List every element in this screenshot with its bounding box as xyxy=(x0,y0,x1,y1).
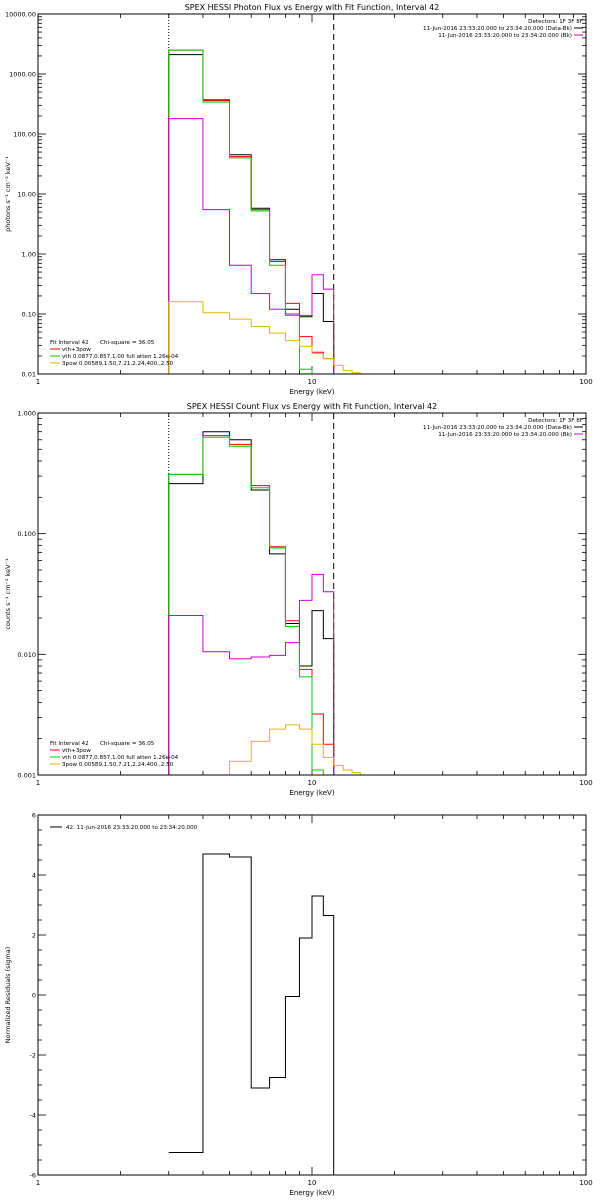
fit-interval-label: Fit Interval 42 xyxy=(50,340,89,346)
x-tick-label: 10 xyxy=(308,378,317,386)
legend-entry-label: 3pow 0.00589,1.50,7.21,2.24,400.,2.50 xyxy=(62,762,174,768)
x-tick-label: 100 xyxy=(579,378,592,386)
y-tick-label: -4 xyxy=(30,1112,36,1120)
legend-entry-label: vth+3pow xyxy=(62,748,91,754)
y-tick-label: 1000.00 xyxy=(9,71,36,79)
y-axis-label: photons s⁻¹ cm⁻² keV⁻¹ xyxy=(4,156,12,232)
chi-square-label: Chi-square = 36.05 xyxy=(100,741,155,747)
x-axis-label: Energy (keV) xyxy=(289,1189,334,1197)
y-tick-label: -2 xyxy=(30,1052,36,1060)
plot-area xyxy=(168,413,361,775)
y-tick-label: 1.00 xyxy=(22,251,36,259)
chart-panel-3: 1 10 100 -6 -4 -2 0 2 4 6 Energy (keV) Normalized R… xyxy=(4,812,593,1198)
chi-square-label: Chi-square = 36.05 xyxy=(100,340,155,346)
plot-frame xyxy=(37,13,587,375)
series-step-line-1 xyxy=(168,853,335,1175)
y-axis-label: counts s⁻¹ cm⁻² keV⁻¹ xyxy=(4,558,12,630)
y-tick-label: 2 xyxy=(32,932,36,940)
x-tick-label: 1 xyxy=(36,378,40,386)
legend-entry-label: 42. 11-Jun-2016 23:33:20.000 to 23:34:20… xyxy=(66,825,198,831)
x-tick-label: 10 xyxy=(308,1179,317,1187)
x-tick-label: 1 xyxy=(36,1179,40,1187)
series-step-line-4 xyxy=(168,573,335,775)
legend-entry-label: 11-Jun-2016 23:33:20.000 to 23:34:20.000… xyxy=(423,26,572,32)
plot-frame xyxy=(37,814,587,1176)
y-tick-label: 10000.00 xyxy=(5,11,36,19)
y-tick-label: 0.100 xyxy=(17,530,36,538)
x-tick-label: 100 xyxy=(579,779,592,787)
legend-entry-label: vth 0.0877,0.857,1.00 full atten 1.26e-0… xyxy=(62,755,179,761)
y-tick-label: 1.000 xyxy=(17,410,36,418)
y-tick-label: 0.001 xyxy=(17,772,36,780)
y-axis-label: Normalized Residuals (sigma) xyxy=(4,947,12,1044)
fit-interval-label: Fit Interval 42 xyxy=(50,741,89,747)
series-step-line-2 xyxy=(168,435,335,775)
y-tick-label: 4 xyxy=(32,872,36,880)
y-tick-label: 0 xyxy=(32,992,36,1000)
legend-entry-label: 11-Jun-2016 23:33:20.000 to 23:34:20.000… xyxy=(423,425,572,431)
y-tick-label: 0.010 xyxy=(17,651,36,659)
series-step-line-2 xyxy=(168,49,335,374)
series-step-line-5 xyxy=(168,301,361,374)
x-axis-label: Energy (keV) xyxy=(289,388,334,396)
chart-panel-1: SPEX HESSI Photon Flux vs Energy with Fi… xyxy=(4,3,593,396)
detectors-label: Detectors: 1F 3F 8F xyxy=(528,19,583,25)
legend-entry-label: vth 0.0877,0.857,1.00 full atten 1.26e-0… xyxy=(62,354,179,360)
legend-entry-label: 3pow 0.00589,1.50,7.21,2.24,400.,2.50 xyxy=(62,361,174,367)
legend-entry-label: vth+3pow xyxy=(62,347,91,353)
x-tick-label: 10 xyxy=(308,779,317,787)
y-tick-label: -6 xyxy=(30,1172,36,1180)
legend-entry-label: 11-Jun-2016 23:33:20.000 to 23:34:20.000… xyxy=(438,432,572,438)
y-tick-label: 6 xyxy=(32,812,36,820)
series-step-line-3 xyxy=(168,436,324,775)
x-tick-label: 1 xyxy=(36,779,40,787)
series-step-line-3 xyxy=(168,49,324,374)
x-axis-label: Energy (keV) xyxy=(289,789,334,797)
plot-frame xyxy=(37,412,587,776)
y-tick-label: 10.00 xyxy=(17,191,36,199)
chart-title: SPEX HESSI Count Flux vs Energy with Fit… xyxy=(187,402,438,411)
y-tick-label: 0.01 xyxy=(22,371,36,379)
plot-area xyxy=(168,14,361,374)
plot-area xyxy=(168,853,335,1175)
y-tick-label: 0.10 xyxy=(22,311,36,319)
x-tick-label: 100 xyxy=(579,1179,592,1187)
y-tick-label: 100.00 xyxy=(13,131,36,139)
detectors-label: Detectors: 1F 3F 8F xyxy=(528,418,583,424)
series-step-line-5 xyxy=(229,724,361,775)
series-step-line-4 xyxy=(168,118,335,374)
chart-title: SPEX HESSI Photon Flux vs Energy with Fi… xyxy=(185,3,440,12)
series-step-line-1 xyxy=(168,431,335,775)
series-step-line-1 xyxy=(168,54,335,374)
chart-panel-2: SPEX HESSI Count Flux vs Energy with Fit… xyxy=(4,402,593,797)
legend-entry-label: 11-Jun-2016 23:33:20.000 to 23:34:20.000… xyxy=(438,33,572,39)
